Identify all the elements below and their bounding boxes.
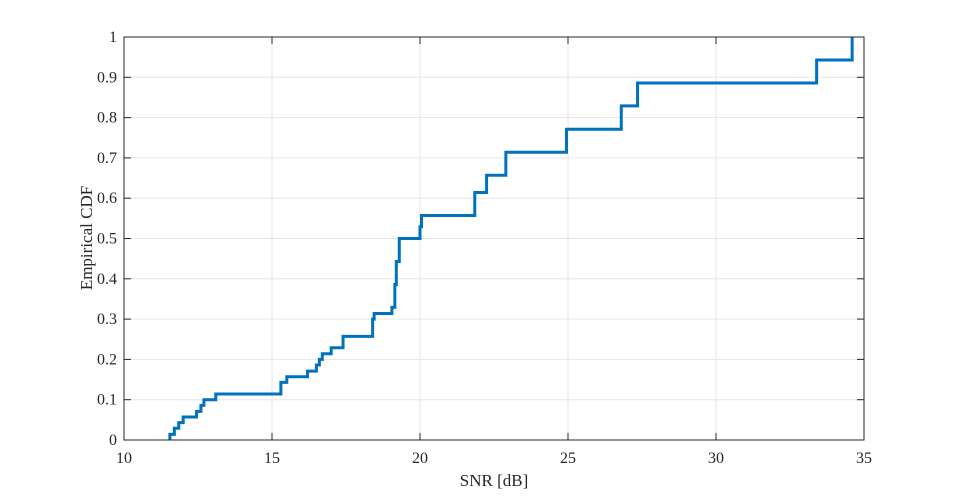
- y-tick-label: 0.8: [97, 110, 117, 127]
- grid: [123, 36, 865, 441]
- x-tick-label: 20: [412, 450, 428, 467]
- x-tick-label: 10: [116, 450, 132, 467]
- series-group: [168, 37, 854, 440]
- x-tick-label: 25: [560, 450, 576, 467]
- y-tick-label: 0.7: [97, 150, 117, 167]
- y-axis-label: Empirical CDF: [77, 186, 96, 290]
- y-tick-label: 0.9: [97, 69, 117, 86]
- x-tick-label: 35: [856, 450, 872, 467]
- x-axis-label: SNR [dB]: [460, 471, 528, 490]
- y-tick-label: 0.1: [97, 392, 117, 409]
- ticks: 10 15 20 25 30 35 0 0.1 0.2 0.3 0.4 0.5 0.6 0.7 0.8 0.9…: [97, 29, 872, 467]
- x-tick-label: 30: [708, 450, 724, 467]
- y-tick-label: 0: [109, 432, 117, 449]
- x-tick-label: 15: [264, 450, 280, 467]
- y-tick-label: 0.2: [97, 351, 117, 368]
- y-tick-label: 0.6: [97, 190, 117, 207]
- y-tick-label: 1: [109, 29, 117, 46]
- y-tick-label: 0.5: [97, 231, 117, 248]
- y-tick-label: 0.3: [97, 311, 117, 328]
- cdf-line-series-0: [168, 37, 854, 440]
- y-tick-label: 0.4: [97, 271, 117, 288]
